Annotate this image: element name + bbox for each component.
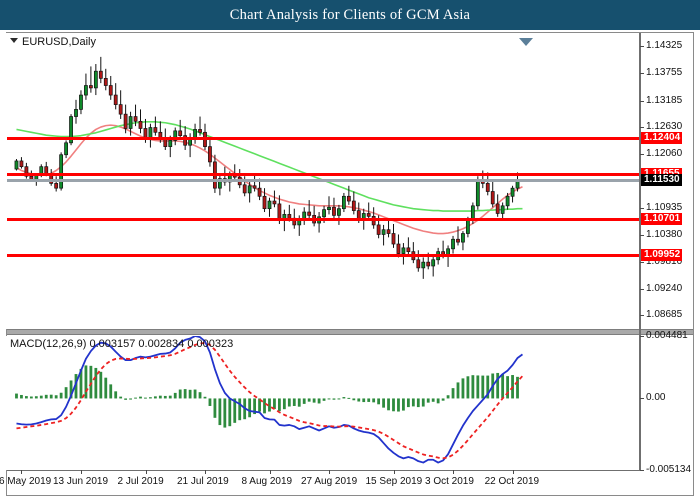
price-tick-label: 1.13755 — [646, 67, 683, 79]
price-plot — [14, 56, 523, 279]
price-tick-label: 1.09810 — [646, 255, 683, 267]
price-tick — [640, 127, 644, 129]
date-tick-label: 26 May 2019 — [0, 476, 52, 487]
macd-tick — [640, 398, 644, 400]
date-tick-label: 8 Aug 2019 — [241, 476, 293, 487]
current-price-label[interactable]: 1.11530 — [641, 173, 682, 186]
date-tick-label: 13 Jun 2019 — [53, 476, 109, 487]
price-tick-label: 1.10935 — [646, 202, 683, 213]
price-tick-label: 1.09240 — [646, 282, 683, 294]
date-tick — [269, 470, 271, 474]
date-tick — [21, 470, 23, 474]
date-axis-divider — [7, 470, 640, 471]
date-tick — [205, 470, 206, 474]
price-tick — [640, 208, 644, 209]
price-tick-label: 1.12060 — [646, 148, 683, 160]
page-title: Chart Analysis for Clients of GCM Asia — [229, 7, 471, 23]
title-bar: Chart Analysis for Clients of GCM Asia — [0, 0, 700, 30]
macd-tick-label: -0.005134 — [646, 464, 692, 475]
date-tick-label: 3 Oct 2019 — [425, 476, 474, 487]
date-tick-label: 27 Aug 2019 — [301, 476, 358, 487]
macd-indicator-label: MACD(12,26,9) 0.003157 0.002834 0.000323 — [10, 338, 234, 350]
price-tick — [640, 73, 644, 75]
price-axis-divider — [639, 33, 641, 470]
symbol-label-group[interactable]: EURUSD,Daily — [10, 36, 96, 48]
price-tick-label: 1.13185 — [646, 94, 683, 106]
level-price-label[interactable]: 1.10701 — [641, 213, 683, 226]
macd-tick-label: 0.004481 — [646, 330, 688, 341]
chevron-down-icon[interactable] — [10, 38, 18, 43]
date-tick — [512, 470, 514, 474]
price-tick — [640, 261, 644, 263]
level-price-label[interactable]: 1.12404 — [641, 131, 683, 144]
date-tick — [393, 470, 395, 474]
symbol-label: EURUSD,Daily — [22, 36, 96, 48]
pane-separator — [7, 329, 693, 335]
price-tick — [640, 315, 644, 317]
date-tick — [81, 470, 82, 474]
macd-tick-label: 0.00 — [646, 392, 666, 404]
price-tick — [640, 46, 644, 48]
price-tick — [640, 154, 644, 156]
macd-pane[interactable] — [6, 336, 638, 470]
date-tick — [145, 470, 147, 474]
price-tick-label: 1.14325 — [646, 40, 683, 52]
triangle-down-marker-icon[interactable] — [519, 38, 533, 46]
date-tick — [453, 470, 454, 474]
price-tick — [640, 288, 644, 290]
support-resistance-line[interactable] — [7, 136, 639, 140]
date-tick — [329, 470, 330, 474]
support-resistance-line[interactable] — [7, 253, 639, 257]
date-tick-label: 2 Jul 2019 — [117, 476, 164, 487]
current-price-line[interactable] — [7, 178, 639, 182]
date-tick-label: 15 Sep 2019 — [365, 476, 423, 487]
date-tick-label: 21 Jul 2019 — [177, 476, 229, 487]
price-tick — [640, 234, 644, 236]
price-tick-label: 1.10380 — [646, 228, 683, 240]
price-tick — [640, 100, 644, 102]
macd-tick — [640, 470, 644, 471]
date-tick-label: 22 Oct 2019 — [484, 476, 540, 487]
macd-plot — [15, 336, 524, 464]
level-price-label[interactable]: 1.09952 — [641, 248, 683, 261]
price-tick-label: 1.12630 — [646, 121, 683, 133]
price-tick-label: 1.08685 — [646, 309, 683, 321]
macd-tick — [640, 336, 644, 337]
support-resistance-line[interactable] — [7, 172, 639, 176]
support-resistance-line[interactable] — [7, 218, 639, 222]
